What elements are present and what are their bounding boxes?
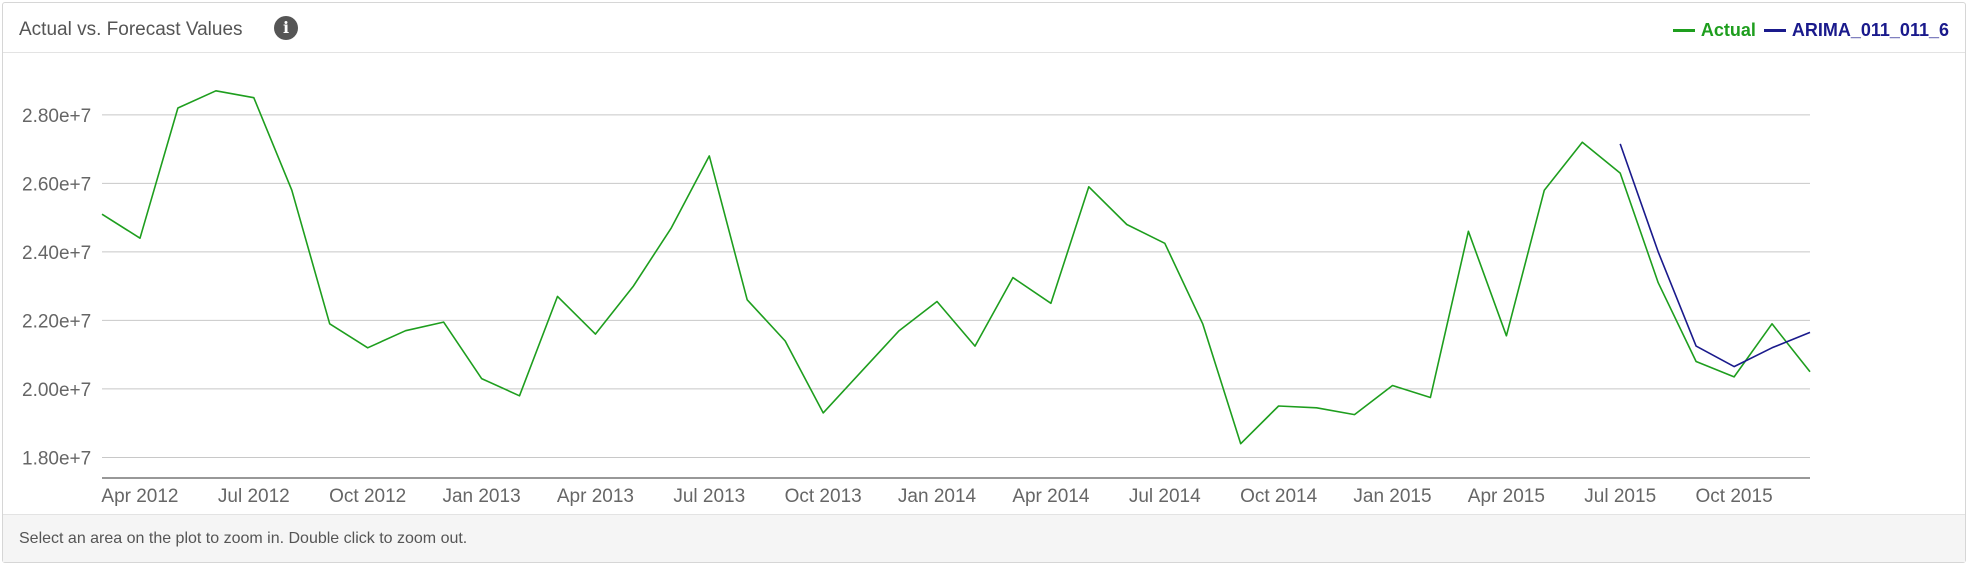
y-tick-label: 2.20e+7 xyxy=(22,311,91,332)
x-tick-label: Jul 2014 xyxy=(1129,486,1201,507)
legend-item-actual[interactable]: Actual xyxy=(1672,20,1756,41)
y-tick-label: 1.80e+7 xyxy=(22,448,91,469)
x-tick-label: Jan 2013 xyxy=(442,486,520,507)
x-tick-label: Apr 2013 xyxy=(557,486,634,507)
x-tick-label: Jan 2014 xyxy=(898,486,977,507)
legend-label-actual: Actual xyxy=(1700,20,1756,40)
x-tick-label: Apr 2012 xyxy=(101,486,178,507)
chart-title: Actual vs. Forecast Values xyxy=(19,19,243,40)
x-tick-label: Oct 2013 xyxy=(785,486,862,507)
panel-footer: Select an area on the plot to zoom in. D… xyxy=(3,514,1965,562)
y-tick-label: 2.40e+7 xyxy=(22,243,91,264)
x-tick-label: Jul 2012 xyxy=(218,486,290,507)
info-icon[interactable]: i xyxy=(274,16,298,40)
y-tick-label: 2.80e+7 xyxy=(22,106,91,127)
chart-legend: Actual ARIMA_011_011_6 xyxy=(1665,20,1949,41)
legend-item-forecast[interactable]: ARIMA_011_011_6 xyxy=(1763,20,1949,41)
x-tick-label: Jan 2015 xyxy=(1353,486,1431,507)
panel-header: Actual vs. Forecast Values i Actual ARIM… xyxy=(3,3,1965,53)
series-line-forecast xyxy=(1619,143,1811,368)
x-tick-label: Jul 2013 xyxy=(673,486,745,507)
zoom-hint: Select an area on the plot to zoom in. D… xyxy=(19,530,468,547)
x-tick-label: Apr 2014 xyxy=(1012,486,1090,507)
x-tick-label: Oct 2014 xyxy=(1240,486,1318,507)
y-tick-label: 2.00e+7 xyxy=(22,380,91,401)
x-tick-label: Oct 2012 xyxy=(329,486,406,507)
legend-swatch-actual xyxy=(1672,29,1695,32)
x-tick-label: Oct 2015 xyxy=(1696,486,1773,507)
chart-panel: Actual vs. Forecast Values i Actual ARIM… xyxy=(2,2,1966,563)
x-tick-label: Jul 2015 xyxy=(1584,486,1656,507)
series-line-actual xyxy=(101,90,1811,445)
y-tick-label: 2.60e+7 xyxy=(22,174,91,195)
legend-swatch-forecast xyxy=(1763,29,1786,32)
x-tick-label: Apr 2015 xyxy=(1468,486,1545,507)
legend-label-forecast: ARIMA_011_011_6 xyxy=(1791,20,1949,40)
